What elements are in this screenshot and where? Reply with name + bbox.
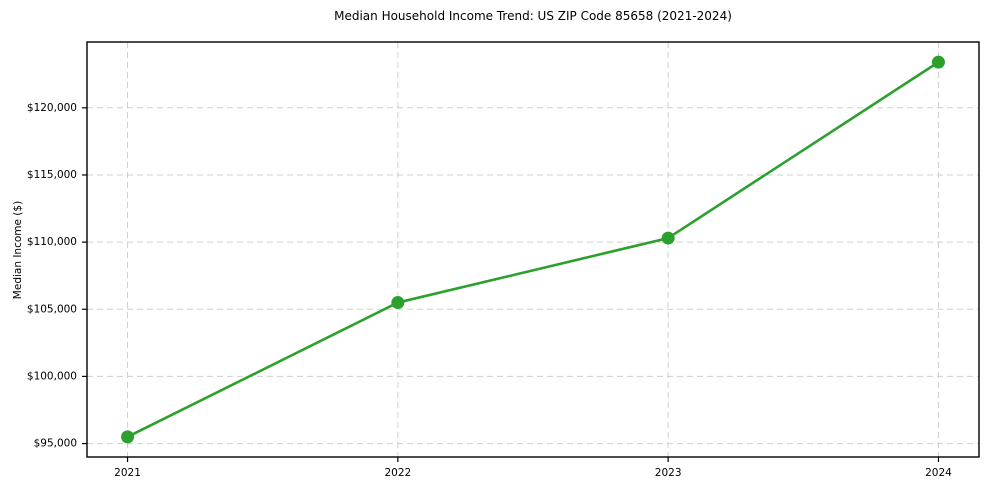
- y-tick-label: $95,000: [34, 438, 77, 450]
- chart-title: Median Household Income Trend: US ZIP Co…: [334, 9, 732, 23]
- y-tick-label: $115,000: [27, 169, 77, 181]
- x-tick-label: 2023: [655, 467, 682, 479]
- y-tick-label: $110,000: [27, 236, 77, 248]
- x-tick-label: 2022: [384, 467, 411, 479]
- x-tick-label: 2021: [114, 467, 141, 479]
- data-point-marker: [391, 296, 405, 310]
- y-tick-label: $120,000: [27, 102, 77, 114]
- y-axis-label: Median Income ($): [12, 200, 24, 300]
- plot-border: [86, 41, 980, 458]
- data-point-marker: [121, 430, 135, 444]
- data-point-marker: [931, 55, 945, 69]
- income-trend-line: [126, 61, 940, 439]
- y-tick-label: $100,000: [27, 370, 77, 382]
- x-tick-label: 2024: [925, 467, 952, 479]
- y-tick-label: $105,000: [27, 303, 77, 315]
- data-point-marker: [661, 231, 675, 245]
